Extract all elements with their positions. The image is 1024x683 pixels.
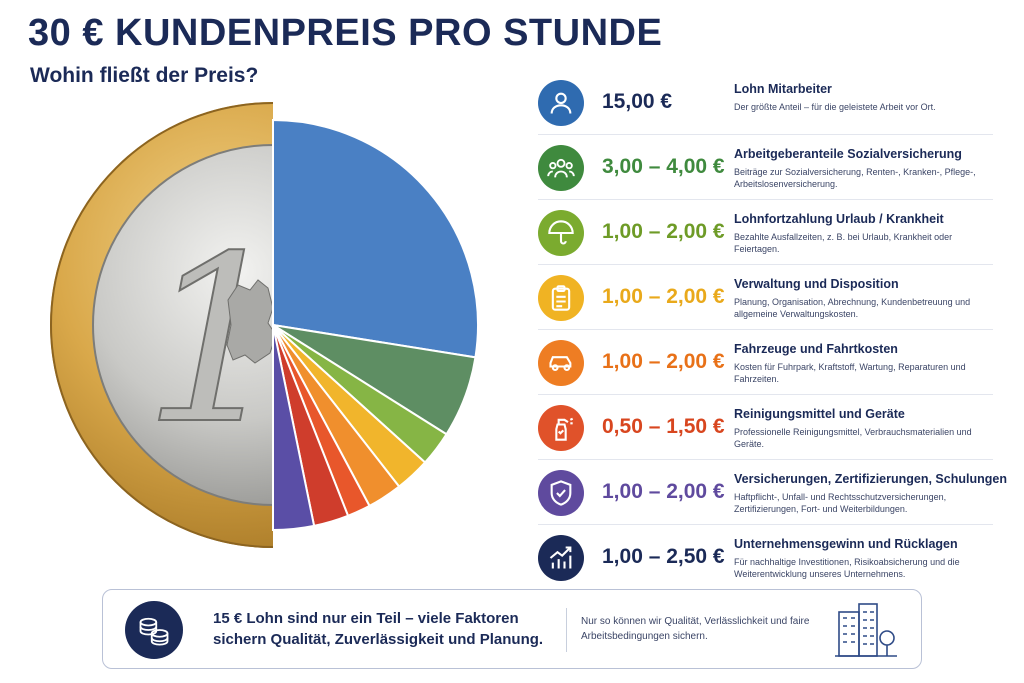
item-description: Bezahlte Ausfallzeiten, z. B. bei Urlaub… — [734, 232, 953, 254]
item-description: Für nachhaltige Investitionen, Risikoabs… — [734, 557, 960, 579]
cost-item-cleaning-supplies: 0,50 – 1,50 € Reinigungsmittel und Gerät… — [538, 395, 993, 460]
europe-map-icon — [226, 279, 273, 364]
price-value: 1,00 – 2,00 € — [602, 350, 725, 373]
coin-stack-icon — [125, 601, 183, 659]
cost-item-insurance: 1,00 – 2,00 € Versicherungen, Zertifizie… — [538, 460, 1007, 525]
item-label: Arbeitgeberanteile Sozialversicherung — [734, 147, 962, 161]
price-value: 1,00 – 2,00 € — [602, 220, 725, 243]
footer-note: 15 € Lohn sind nur ein Teil – viele Fakt… — [102, 589, 922, 669]
footer-side-text: Nur so können wir Qualität, Verlässlichk… — [581, 616, 810, 642]
clipboard-icon — [538, 275, 584, 321]
item-label: Versicherungen, Zertifizierungen, Schulu… — [734, 472, 1007, 486]
cost-item-wage: 15,00 € Lohn Mitarbeiter Der größte Ante… — [538, 70, 993, 135]
cost-breakdown-list: 15,00 € Lohn Mitarbeiter Der größte Ante… — [538, 70, 1007, 590]
item-description: Planung, Organisation, Abrechnung, Kunde… — [734, 297, 971, 319]
page-subtitle: Wohin fließt der Preis? — [30, 64, 259, 87]
pie-chart — [272, 118, 479, 532]
item-description: Haftpflicht-, Unfall- und Rechtsschutzve… — [734, 492, 947, 514]
item-description: Beiträge zur Sozialversicherung, Renten-… — [734, 167, 976, 189]
person-icon — [538, 80, 584, 126]
price-value: 15,00 € — [602, 90, 673, 113]
price-value: 0,50 – 1,50 € — [602, 415, 725, 438]
growth-chart-icon — [538, 535, 584, 581]
shield-check-icon — [538, 470, 584, 516]
cost-item-sick-pay: 1,00 – 2,00 € Lohnfortzahlung Urlaub / K… — [538, 200, 993, 265]
group-icon — [538, 145, 584, 191]
item-label: Unternehmensgewinn und Rücklagen — [734, 537, 958, 551]
item-description: Professionelle Reinigungsmittel, Verbrau… — [734, 427, 972, 449]
pie-slice — [272, 324, 316, 532]
item-label: Lohnfortzahlung Urlaub / Krankheit — [734, 212, 944, 226]
spray-bottle-icon — [538, 405, 584, 451]
footer-divider — [566, 608, 567, 652]
item-label: Lohn Mitarbeiter — [734, 82, 832, 96]
cost-item-vehicles: 1,00 – 2,00 € Fahrzeuge und Fahrtkosten … — [538, 330, 993, 395]
price-value: 1,00 – 2,00 € — [602, 285, 725, 308]
footer-main-text: 15 € Lohn sind nur ein Teil – viele Fakt… — [213, 610, 544, 648]
pie-slice — [272, 118, 479, 359]
price-value: 1,00 – 2,00 € — [602, 480, 725, 503]
item-label: Fahrzeuge und Fahrtkosten — [734, 342, 898, 356]
coin-half: 1 — [50, 102, 273, 548]
cost-item-profit: 1,00 – 2,50 € Unternehmensgewinn und Rüc… — [538, 525, 993, 590]
item-label: Verwaltung und Disposition — [734, 277, 899, 291]
item-label: Reinigungsmittel und Geräte — [734, 407, 905, 421]
car-icon — [538, 340, 584, 386]
item-description: Kosten für Fuhrpark, Kraftstoff, Wartung… — [734, 362, 966, 384]
item-description: Der größte Anteil – für die geleistete A… — [734, 102, 936, 112]
price-value: 3,00 – 4,00 € — [602, 155, 725, 178]
building-icon — [835, 603, 897, 657]
umbrella-icon — [538, 210, 584, 256]
euro-coin-pie: 1 — [50, 102, 479, 548]
page-title: 30 € KUNDENPREIS PRO STUNDE — [28, 12, 663, 54]
cost-item-social-insurance: 3,00 – 4,00 € Arbeitgeberanteile Sozialv… — [538, 135, 993, 200]
price-value: 1,00 – 2,50 € — [602, 545, 725, 568]
cost-item-administration: 1,00 – 2,00 € Verwaltung und Disposition… — [538, 265, 993, 330]
